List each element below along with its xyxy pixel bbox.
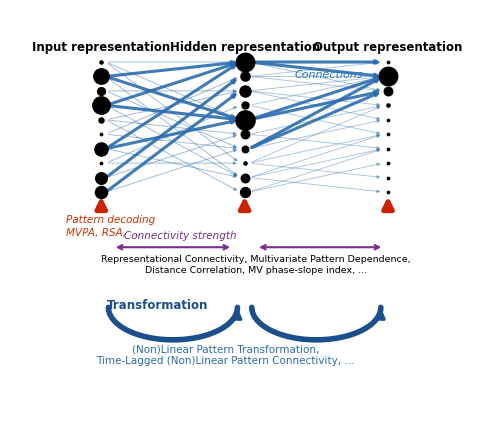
Point — [97, 131, 106, 138]
Point — [97, 87, 106, 94]
Point — [97, 174, 106, 181]
Point — [384, 189, 392, 195]
Point — [240, 131, 248, 138]
Point — [384, 73, 392, 80]
Point — [384, 102, 392, 109]
Text: (Non)Linear Pattern Transformation,
Time-Lagged (Non)Linear Pattern Connectivity: (Non)Linear Pattern Transformation, Time… — [96, 345, 354, 366]
Point — [240, 116, 248, 123]
Point — [240, 160, 248, 167]
Point — [384, 87, 392, 94]
Point — [384, 59, 392, 65]
Text: Transformation: Transformation — [107, 299, 208, 312]
Point — [384, 145, 392, 152]
Text: Connections: Connections — [295, 70, 364, 80]
Point — [97, 59, 106, 65]
Point — [240, 145, 248, 152]
Point — [384, 160, 392, 167]
Point — [240, 73, 248, 80]
Point — [384, 116, 392, 123]
Point — [97, 102, 106, 109]
Point — [240, 87, 248, 94]
Text: Pattern decoding
MVPA, RSA, ...: Pattern decoding MVPA, RSA, ... — [66, 215, 156, 238]
Point — [97, 145, 106, 152]
Point — [384, 131, 392, 138]
Point — [97, 160, 106, 167]
Point — [240, 59, 248, 65]
Text: Input representation: Input representation — [32, 41, 170, 54]
Point — [97, 189, 106, 195]
Text: Hidden representation: Hidden representation — [170, 41, 320, 54]
Point — [240, 189, 248, 195]
Text: Connectivity strength: Connectivity strength — [124, 231, 237, 241]
Text: Output representation: Output representation — [314, 41, 462, 54]
Point — [384, 174, 392, 181]
Text: Representational Connectivity, Multivariate Pattern Dependence,
Distance Correla: Representational Connectivity, Multivari… — [102, 255, 411, 275]
Point — [240, 174, 248, 181]
Point — [97, 73, 106, 80]
Point — [97, 116, 106, 123]
Point — [240, 102, 248, 109]
